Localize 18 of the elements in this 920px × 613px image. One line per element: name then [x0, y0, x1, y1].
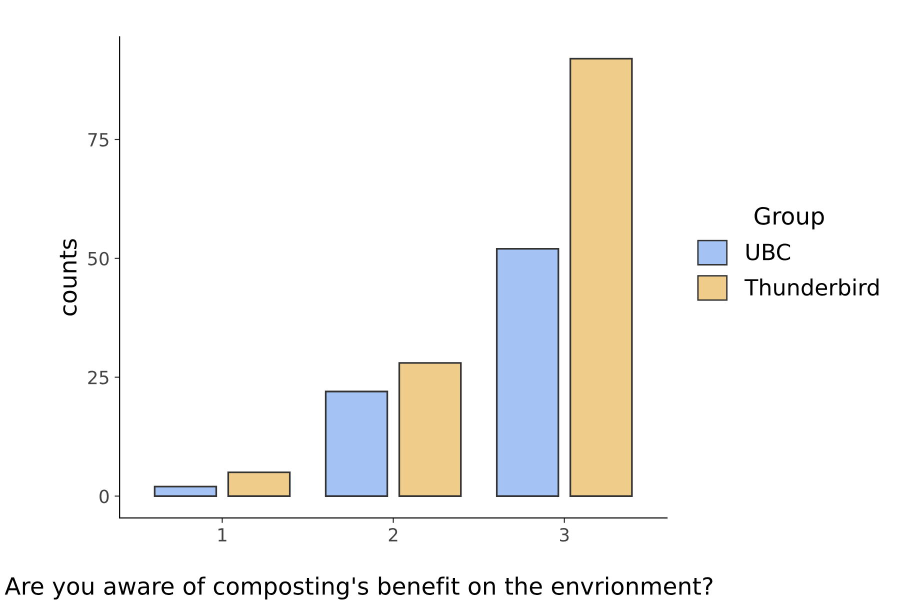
- y-axis-title: counts: [60, 239, 77, 316]
- x-tick-label: 1: [218, 528, 226, 542]
- legend-label: UBC: [746, 244, 790, 260]
- legend-label: Thunderbird: [744, 278, 878, 296]
- y-tick-label: 0: [100, 490, 109, 504]
- y-tick-label: 50: [88, 252, 109, 266]
- bar: [398, 362, 462, 497]
- bar: [324, 390, 388, 497]
- bar: [570, 58, 633, 497]
- bar: [227, 472, 291, 497]
- x-tick-label: 3: [560, 528, 569, 542]
- bar: [154, 486, 218, 497]
- x-axis-title: Are you aware of composting's benefit on the envrionment?: [4, 576, 712, 600]
- y-tick-label: 25: [88, 370, 108, 384]
- x-tick-label: 2: [388, 528, 398, 542]
- y-tick-label: 75: [88, 133, 108, 147]
- legend-title: Group: [754, 206, 824, 230]
- bar: [496, 248, 560, 497]
